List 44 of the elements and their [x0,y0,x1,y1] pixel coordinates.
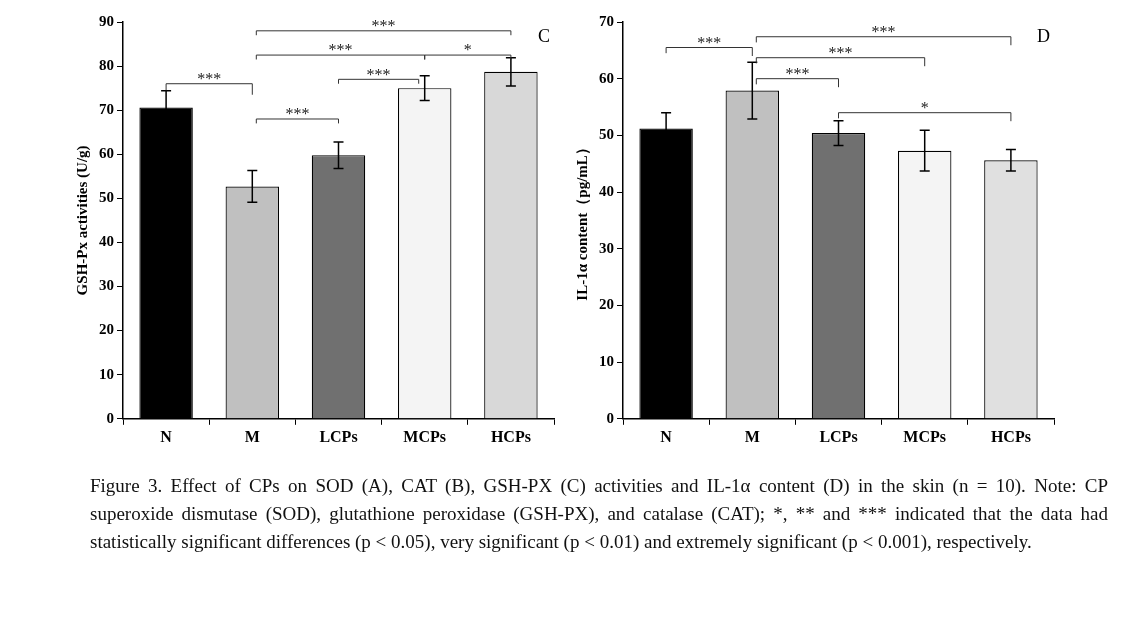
y-tick-label: 0 [606,409,614,426]
chart-title: C [537,25,550,46]
x-tick-label: MCPs [403,427,447,445]
annotation: *** [697,33,722,51]
y-tick-label: 50 [599,126,614,143]
y-tick-label: 20 [99,321,114,338]
y-tick-label: 70 [599,12,614,29]
x-tick-label: M [244,427,260,445]
y-tick-label: 20 [599,296,614,313]
y-tick-label: 60 [99,145,114,162]
y-tick-label: 10 [99,365,114,382]
y-tick-label: 40 [99,233,114,250]
x-tick-label: N [160,427,173,445]
y-axis-title: GSH-Px activities (U/g) [73,145,91,296]
x-tick-label: LCPs [819,427,858,445]
y-tick-label: 50 [99,189,114,206]
y-tick-label: 90 [99,12,114,29]
x-tick-label: MCPs [903,427,947,445]
y-axis-title: IL-1α content（pg/mL） [573,140,590,301]
x-tick-label: N [660,427,673,445]
annotation: * [920,98,929,116]
annotation: *** [366,65,391,83]
y-tick-label: 30 [99,277,114,294]
y-tick-label: 0 [106,409,114,426]
x-tick-label: LCPs [319,427,358,445]
annotation: * [463,41,472,59]
y-tick-label: 80 [99,56,114,73]
annotation: *** [197,69,222,87]
y-tick-label: 30 [599,239,614,256]
y-tick-label: 60 [599,69,614,86]
annotation: *** [328,41,353,59]
caption: Figure 3. Effect of CPs on SOD (A), CAT (B), GSH-PX (C) activities and IL-1α content (D) in the skin (n = 10). Note: CP superoxide dismutase (SOD), glutathione peroxidase (GSH-PX), and catalase (CAT); *, ** and *** indicated that the data had statistically significant differences (p < 0.05), very significant (p < 0.01) and extremely significant (p < 0.001), respectively. [90,474,1108,554]
annotation: *** [785,64,810,82]
annotation: *** [285,105,310,123]
x-tick-label: HCPs [490,427,531,445]
chart-title: D [1037,25,1050,46]
x-tick-label: M [744,427,760,445]
annotation: *** [871,22,896,40]
annotation: *** [828,43,853,61]
y-tick-label: 10 [599,352,614,369]
y-tick-label: 40 [599,182,614,199]
annotation: *** [371,17,396,35]
x-tick-label: HCPs [990,427,1031,445]
y-tick-label: 70 [99,101,114,118]
